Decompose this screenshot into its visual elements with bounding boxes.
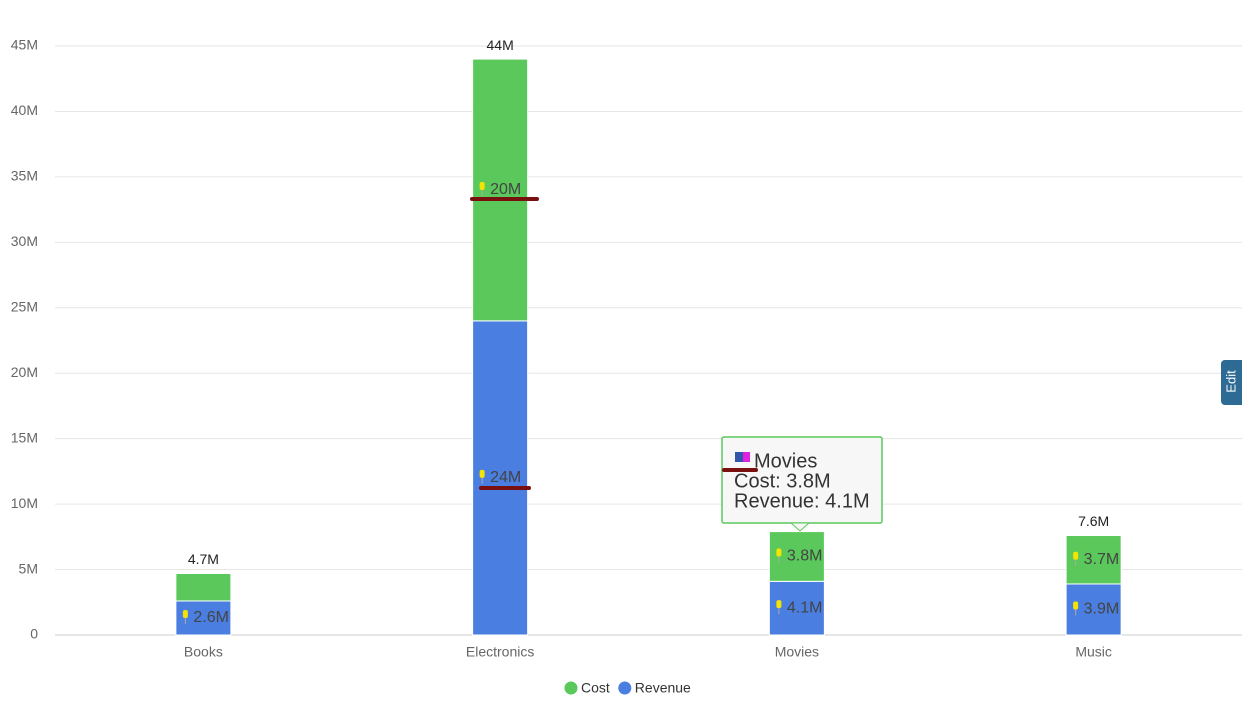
pin-icon: [182, 609, 188, 618]
legend-swatch: [564, 681, 578, 695]
tooltip-title: Movies: [754, 450, 817, 472]
value-label: 3.9M: [1084, 601, 1120, 618]
y-tick-label: 15M: [11, 429, 38, 445]
bar-segment: [472, 58, 529, 322]
tooltip-line: Revenue: 4.1M: [734, 490, 870, 512]
edit-button[interactable]: Edit: [1221, 360, 1242, 405]
total-label: 4.7M: [188, 551, 219, 567]
legend-swatch: [618, 681, 632, 695]
x-tick-label: Electronics: [466, 644, 534, 660]
value-label: 2.6M: [193, 609, 229, 626]
x-tick-label: Music: [1075, 644, 1112, 660]
value-label: 3.8M: [787, 548, 823, 565]
pin-icon: [1073, 551, 1079, 560]
bar-segment: [175, 572, 232, 602]
tooltip-pointer: [789, 522, 811, 532]
pin-icon: [776, 600, 782, 609]
tooltip-line: Cost: 3.8M: [734, 470, 831, 492]
pin-icon: [479, 469, 485, 478]
x-tick-label: Books: [184, 644, 223, 660]
pin-icon: [1073, 601, 1079, 610]
y-tick-label: 5M: [19, 560, 38, 576]
y-tick-label: 0: [30, 626, 38, 642]
value-label: 24M: [490, 469, 521, 486]
tooltip: Movies Cost: 3.8M Revenue: 4.1M: [721, 436, 883, 532]
edit-label: Edit: [1223, 370, 1239, 393]
y-tick-label: 45M: [11, 37, 38, 53]
value-label: 20M: [490, 181, 521, 198]
y-tick-label: 30M: [11, 233, 38, 249]
value-label: 4.1M: [787, 599, 823, 616]
y-tick-label: 40M: [11, 102, 38, 118]
tooltip-icon: [743, 452, 750, 462]
y-tick-label: 35M: [11, 168, 38, 184]
y-tick-label: 20M: [11, 364, 38, 380]
value-label: 3.7M: [1084, 551, 1120, 568]
y-tick-label: 25M: [11, 298, 38, 314]
total-label: 7.6M: [1078, 513, 1109, 529]
pin-icon: [479, 181, 485, 190]
pin-icon: [776, 548, 782, 557]
total-label: 44M: [487, 37, 514, 53]
x-tick-label: Movies: [775, 644, 819, 660]
bar-segment: [768, 531, 825, 582]
tooltip-icon: [735, 452, 743, 462]
y-tick-label: 10M: [11, 495, 38, 511]
legend-label: Revenue: [635, 680, 691, 696]
legend-label: Cost: [581, 680, 610, 696]
